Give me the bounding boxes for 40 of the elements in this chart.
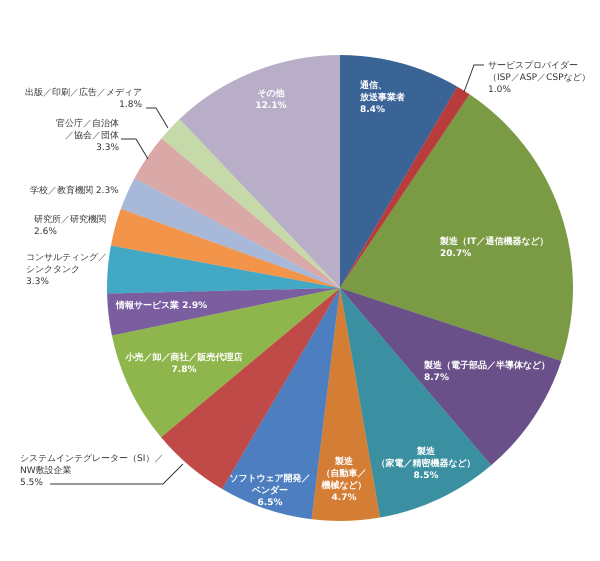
data-label: 6.5% (258, 498, 282, 508)
pie-slice (107, 288, 340, 336)
slice-label: 研究所／研究機関 (34, 214, 106, 225)
slice-label: 出版／印刷／広告／メディア (25, 87, 142, 98)
slice-label: 情報サービス業 2.9% (115, 300, 208, 311)
slice-label: サービスプロバイダー（ISP／ASP／CSPなど） (488, 60, 591, 83)
slice-label: 学校／教育機関 2.3% (30, 185, 120, 196)
slice-label: 製造（家電／精密機器など） (376, 446, 476, 469)
slice-label: システムインテグレーター（SI）／NW敷設企業 (20, 453, 164, 476)
data-label: 20.7% (440, 249, 472, 259)
data-label: 1.8% (119, 100, 142, 110)
pie-slice (180, 55, 340, 288)
slice-label: 官公庁／自治体／協会／団体 (56, 118, 119, 141)
slice-label: その他 (258, 88, 286, 99)
data-label: 3.3% (26, 277, 50, 287)
slice-label: 製造（電子部品／半導体など） (423, 360, 550, 371)
pie-slice (340, 94, 573, 361)
slice-label: ソフトウェア開発／ベンダー (230, 473, 310, 496)
slice-label: コンサルティング／シンクタンク (26, 252, 107, 275)
pie-slice (120, 178, 340, 288)
slice-label: 通信、放送事業者 (359, 80, 405, 103)
slice-label: 製造（IT／通信機器など） (439, 236, 548, 247)
pie-slice (162, 119, 340, 288)
data-label: 4.7% (332, 493, 356, 503)
pie-slice (110, 208, 340, 288)
data-label: 8.4% (360, 105, 385, 115)
slice-label: 製造（自動車／機械など） (320, 456, 366, 491)
pie-slice (112, 288, 340, 438)
data-label: 8.7% (424, 373, 449, 383)
pie-slice (134, 138, 340, 288)
data-label: 7.8% (172, 365, 196, 375)
slice-label: 小売／卸／商社／販売代理店 (124, 352, 242, 363)
pie-slice (312, 288, 380, 521)
data-label: 8.5% (414, 471, 438, 481)
data-label: 3.3% (96, 143, 120, 153)
data-label: 12.1% (255, 101, 287, 111)
pie-slice (107, 245, 340, 294)
data-label: 5.5% (20, 478, 44, 488)
data-label: 2.6% (34, 227, 58, 237)
data-label: 1.0% (488, 85, 512, 95)
